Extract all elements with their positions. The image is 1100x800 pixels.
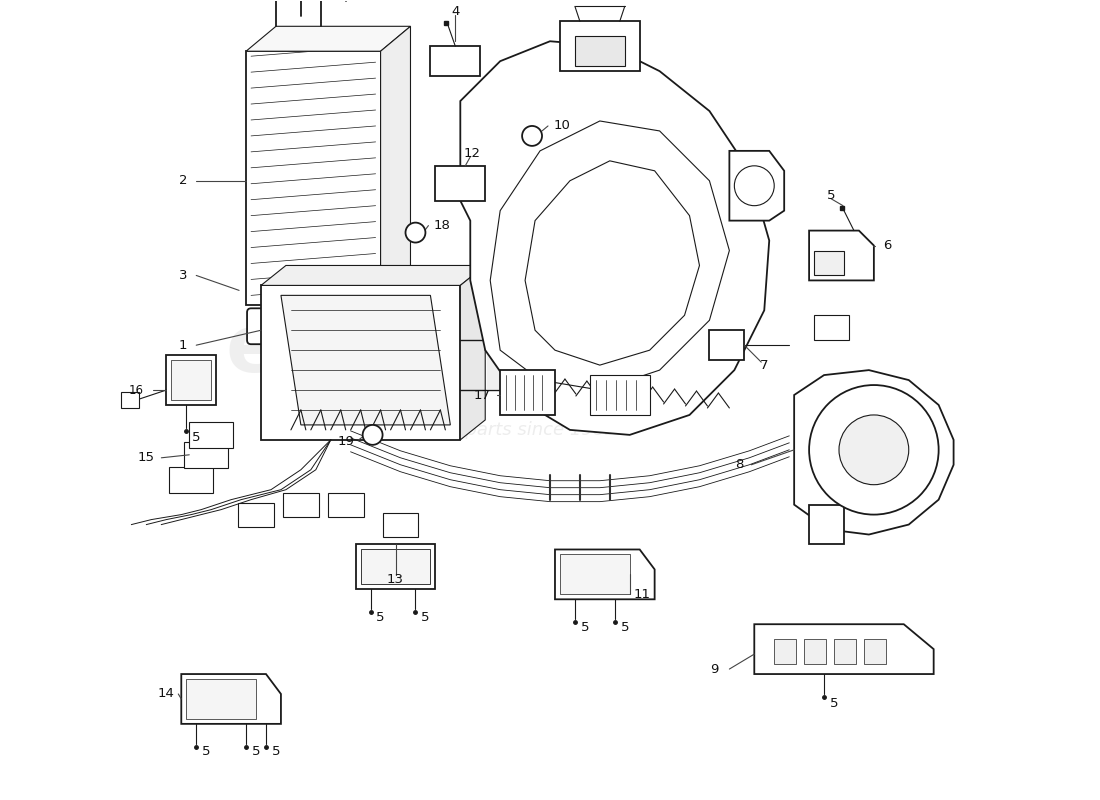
Polygon shape <box>810 230 873 281</box>
Polygon shape <box>710 330 745 360</box>
Polygon shape <box>166 355 217 405</box>
Text: 5: 5 <box>581 621 590 634</box>
Text: 16: 16 <box>129 383 144 397</box>
Text: 5: 5 <box>421 610 430 624</box>
Polygon shape <box>172 360 211 400</box>
Polygon shape <box>238 502 274 526</box>
Polygon shape <box>560 22 640 71</box>
Polygon shape <box>355 545 436 590</box>
Polygon shape <box>186 679 256 719</box>
Polygon shape <box>121 392 140 408</box>
Text: 5: 5 <box>827 190 835 202</box>
Polygon shape <box>556 550 654 599</box>
Polygon shape <box>246 26 410 51</box>
Text: 5: 5 <box>252 746 261 758</box>
Circle shape <box>810 385 938 514</box>
Text: 12: 12 <box>464 147 481 160</box>
Text: 7: 7 <box>760 358 769 372</box>
Text: 8: 8 <box>735 458 744 471</box>
Polygon shape <box>864 639 886 664</box>
Text: 14: 14 <box>158 687 175 701</box>
Polygon shape <box>328 493 364 517</box>
Text: 11: 11 <box>634 588 650 601</box>
Text: 5: 5 <box>376 610 385 624</box>
Polygon shape <box>774 639 796 664</box>
Text: 5: 5 <box>272 746 280 758</box>
Circle shape <box>363 425 383 445</box>
Polygon shape <box>804 639 826 664</box>
Circle shape <box>839 415 909 485</box>
Polygon shape <box>575 36 625 66</box>
Circle shape <box>406 222 426 242</box>
Polygon shape <box>182 674 280 724</box>
Text: 19: 19 <box>338 435 354 448</box>
Text: 5: 5 <box>620 621 629 634</box>
Text: 13: 13 <box>387 573 404 586</box>
Text: 1: 1 <box>179 338 187 352</box>
Text: 9: 9 <box>711 662 718 675</box>
Polygon shape <box>261 266 485 286</box>
Text: eurospares: eurospares <box>226 311 735 389</box>
Polygon shape <box>436 166 485 201</box>
Text: 17: 17 <box>474 389 491 402</box>
Polygon shape <box>794 370 954 534</box>
Polygon shape <box>755 624 934 674</box>
Polygon shape <box>189 422 233 448</box>
Polygon shape <box>280 295 450 425</box>
Polygon shape <box>261 286 460 440</box>
Polygon shape <box>430 46 481 76</box>
FancyBboxPatch shape <box>248 308 380 344</box>
Polygon shape <box>814 315 849 340</box>
Polygon shape <box>460 42 769 435</box>
Text: 3: 3 <box>179 269 187 282</box>
Polygon shape <box>361 550 430 584</box>
Polygon shape <box>814 250 844 275</box>
Circle shape <box>522 126 542 146</box>
Polygon shape <box>810 505 844 545</box>
Polygon shape <box>185 442 228 468</box>
Text: 6: 6 <box>882 239 891 252</box>
Polygon shape <box>246 51 381 306</box>
Text: 4: 4 <box>451 5 460 18</box>
Text: 2: 2 <box>179 174 187 187</box>
Text: 15: 15 <box>138 451 155 464</box>
Text: 5: 5 <box>192 431 200 444</box>
Polygon shape <box>383 513 418 537</box>
Polygon shape <box>560 554 629 594</box>
Polygon shape <box>834 639 856 664</box>
Text: a passion for parts since 1985: a passion for parts since 1985 <box>344 421 616 439</box>
Text: 5: 5 <box>202 746 210 758</box>
Polygon shape <box>283 493 319 517</box>
Text: 10: 10 <box>553 119 571 133</box>
Text: 5: 5 <box>829 698 838 710</box>
Text: 18: 18 <box>433 219 451 232</box>
Polygon shape <box>169 466 213 493</box>
Polygon shape <box>460 266 485 440</box>
Polygon shape <box>729 151 784 221</box>
Polygon shape <box>590 375 650 415</box>
Polygon shape <box>381 26 410 306</box>
Polygon shape <box>500 370 556 415</box>
Circle shape <box>735 166 774 206</box>
